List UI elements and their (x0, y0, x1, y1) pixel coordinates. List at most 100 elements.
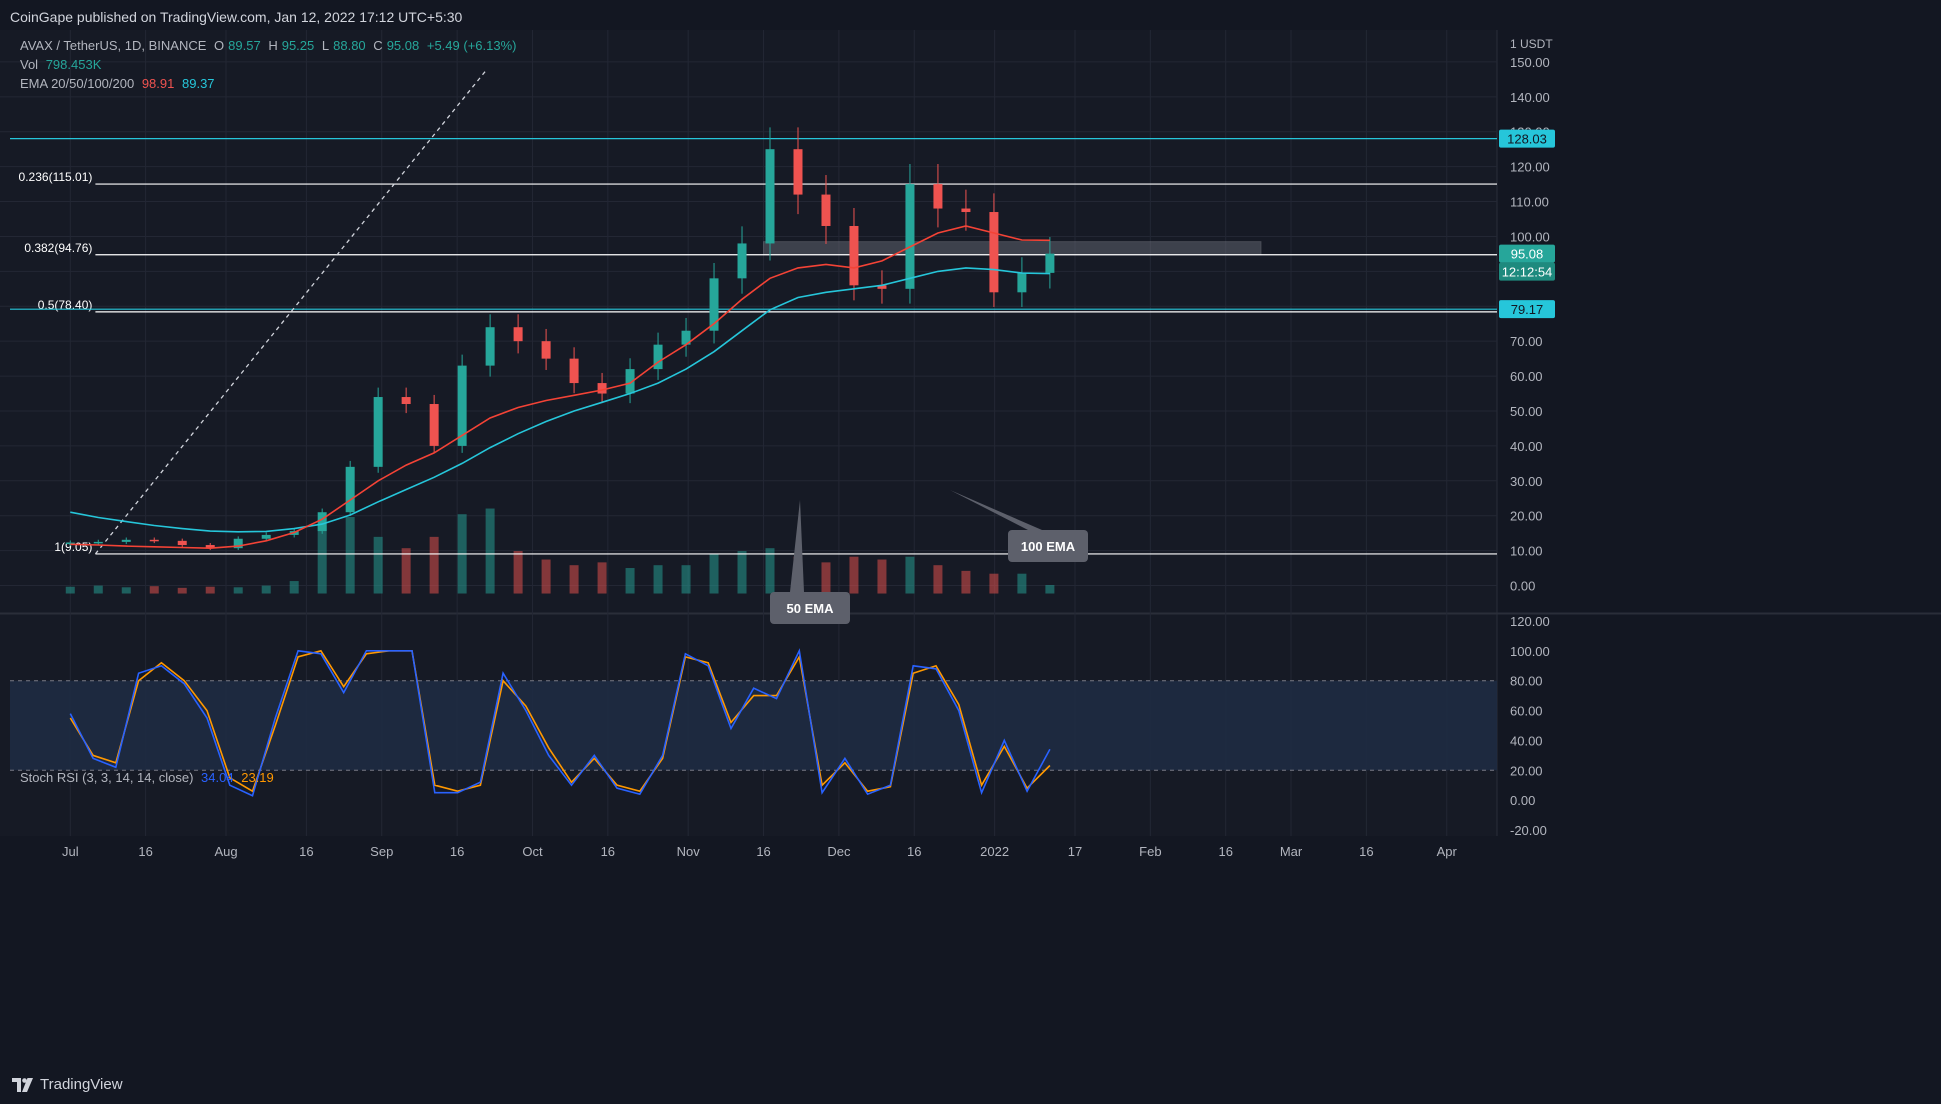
stoch-label[interactable]: Stoch RSI (3, 3, 14, 14, close) (20, 770, 194, 785)
volume-bar (261, 585, 271, 594)
candle-body (709, 278, 719, 331)
open-value: 89.57 (228, 38, 261, 53)
candle-body (793, 149, 803, 195)
time-tick-label: 16 (450, 844, 464, 859)
price-tick-label: 140.00 (1510, 90, 1550, 105)
time-tick-label: 16 (907, 844, 921, 859)
candle-body (65, 542, 75, 545)
low-value: 88.80 (333, 38, 366, 53)
axes: 0.00 10.00 20.00 30.00 40.00 50.00 60.00 70.00 8… (62, 37, 1555, 859)
volume-bar (569, 565, 579, 594)
candle-body (569, 358, 579, 384)
time-tick-label: 16 (138, 844, 152, 859)
candle-body (457, 365, 467, 446)
candle-body (429, 404, 439, 446)
price-tick-label: 40.00 (1510, 439, 1543, 454)
volume-bar (877, 559, 887, 594)
ema100-callout-pointer (950, 490, 1042, 530)
candle-body (177, 540, 187, 546)
candle-body (737, 243, 747, 279)
candle-body (961, 208, 971, 213)
volume-bar (317, 525, 327, 594)
badge-last-price: 95.08 (1511, 247, 1544, 262)
candle-body (233, 538, 243, 549)
candle-body (205, 545, 215, 549)
candle-body (485, 327, 495, 366)
price-axis-bg (1497, 30, 1941, 836)
badge-resistance-bg (1499, 129, 1555, 148)
price-tick-label: 10.00 (1510, 544, 1543, 559)
time-tick-label: Sep (370, 844, 393, 859)
volume-bar (765, 548, 775, 594)
time-tick-label: Dec (827, 844, 851, 859)
volume-bar (401, 548, 411, 594)
stoch-legend: Stoch RSI (3, 3, 14, 14, close) 34.04 23… (20, 770, 278, 785)
badge-support: 79.17 (1511, 302, 1544, 317)
time-tick-label: Jul (62, 844, 79, 859)
volume-bar (625, 568, 635, 594)
candle-body (513, 327, 523, 342)
price-tick-label: 50.00 (1510, 404, 1543, 419)
scale-label: 1 USDT (1510, 37, 1553, 51)
stoch-tick-label: 120.00 (1510, 614, 1550, 629)
ema-value-a: 98.91 (141, 76, 175, 91)
chart-canvas[interactable]: 0.236(115.01) 0.382(94.76) 0.5(78.40) 1(9.0… (0, 0, 1941, 1066)
ema-100-line (70, 267, 1050, 533)
time-tick-label: 16 (1359, 844, 1373, 859)
volume-value: 798.453K (45, 57, 102, 72)
volume-bar (597, 562, 607, 594)
candle-body (345, 466, 355, 513)
ema50-callout-box (770, 592, 850, 624)
fib-level-label: 1(9.05) (54, 540, 92, 554)
price-tick-label: 30.00 (1510, 474, 1543, 489)
price-tick-label: 110.00 (1510, 195, 1549, 210)
stoch-tick-label: 80.00 (1510, 674, 1543, 689)
open-label: O (214, 38, 225, 53)
price-tick-label: 0.00 (1510, 579, 1535, 594)
supply-zone (763, 241, 1262, 256)
stoch-tick-label: -20.00 (1510, 823, 1547, 838)
ema-legend: EMA 20/50/100/200 98.91 89.37 (20, 76, 219, 91)
time-tick-label: Mar (1280, 844, 1303, 859)
price-tick-label: 100.00 (1510, 229, 1550, 244)
candle-body (597, 383, 607, 394)
ema100-callout-text: 100 EMA (1021, 539, 1076, 554)
volume-bar (849, 556, 859, 594)
ema50-callout-text: 50 EMA (787, 601, 835, 616)
badge-last-price-bg (1499, 244, 1555, 263)
time-tick-label: Apr (1437, 844, 1458, 859)
volume-bar (541, 559, 551, 594)
time-tick-label: 17 (1068, 844, 1082, 859)
volume-legend: Vol 798.453K (20, 57, 105, 72)
ema50-callout-pointer (790, 500, 804, 592)
stoch-tick-label: 100.00 (1510, 644, 1550, 659)
high-label: H (268, 38, 278, 53)
close-value: 95.08 (386, 38, 420, 53)
volume-bar (989, 573, 999, 594)
candle-body (317, 512, 327, 532)
ema-label[interactable]: EMA 20/50/100/200 (20, 76, 135, 91)
badge-support-bg (1499, 300, 1555, 319)
time-tick-label: Aug (214, 844, 237, 859)
stoch-tick-label: 0.00 (1510, 793, 1535, 808)
tradingview-brand[interactable]: TradingView (12, 1076, 123, 1093)
candle-body (1017, 272, 1027, 293)
time-axis-bg (0, 836, 1941, 1066)
volume-label[interactable]: Vol (20, 57, 39, 72)
top-bar: CoinGape published on TradingView.com, J… (0, 0, 1941, 30)
candle-body (905, 184, 915, 289)
candle-body (765, 149, 775, 244)
volume-bar (737, 551, 747, 594)
volume-bar (373, 536, 383, 594)
time-tick-label: 16 (601, 844, 615, 859)
candle-body (1045, 253, 1055, 273)
candle-body (877, 285, 887, 289)
price-pane: 0.236(115.01) 0.382(94.76) 0.5(78.40) 1(9.0… (10, 68, 1497, 624)
price-tick-label: 150.00 (1510, 55, 1550, 70)
candle-body (401, 397, 411, 405)
volume-bar (821, 562, 831, 594)
stoch-band (10, 680, 1497, 771)
symbol-label[interactable]: AVAX / TetherUS, 1D, BINANCE (20, 38, 207, 53)
fib-level-label: 0.382(94.76) (24, 241, 92, 255)
price-pane-bg (0, 30, 1497, 612)
